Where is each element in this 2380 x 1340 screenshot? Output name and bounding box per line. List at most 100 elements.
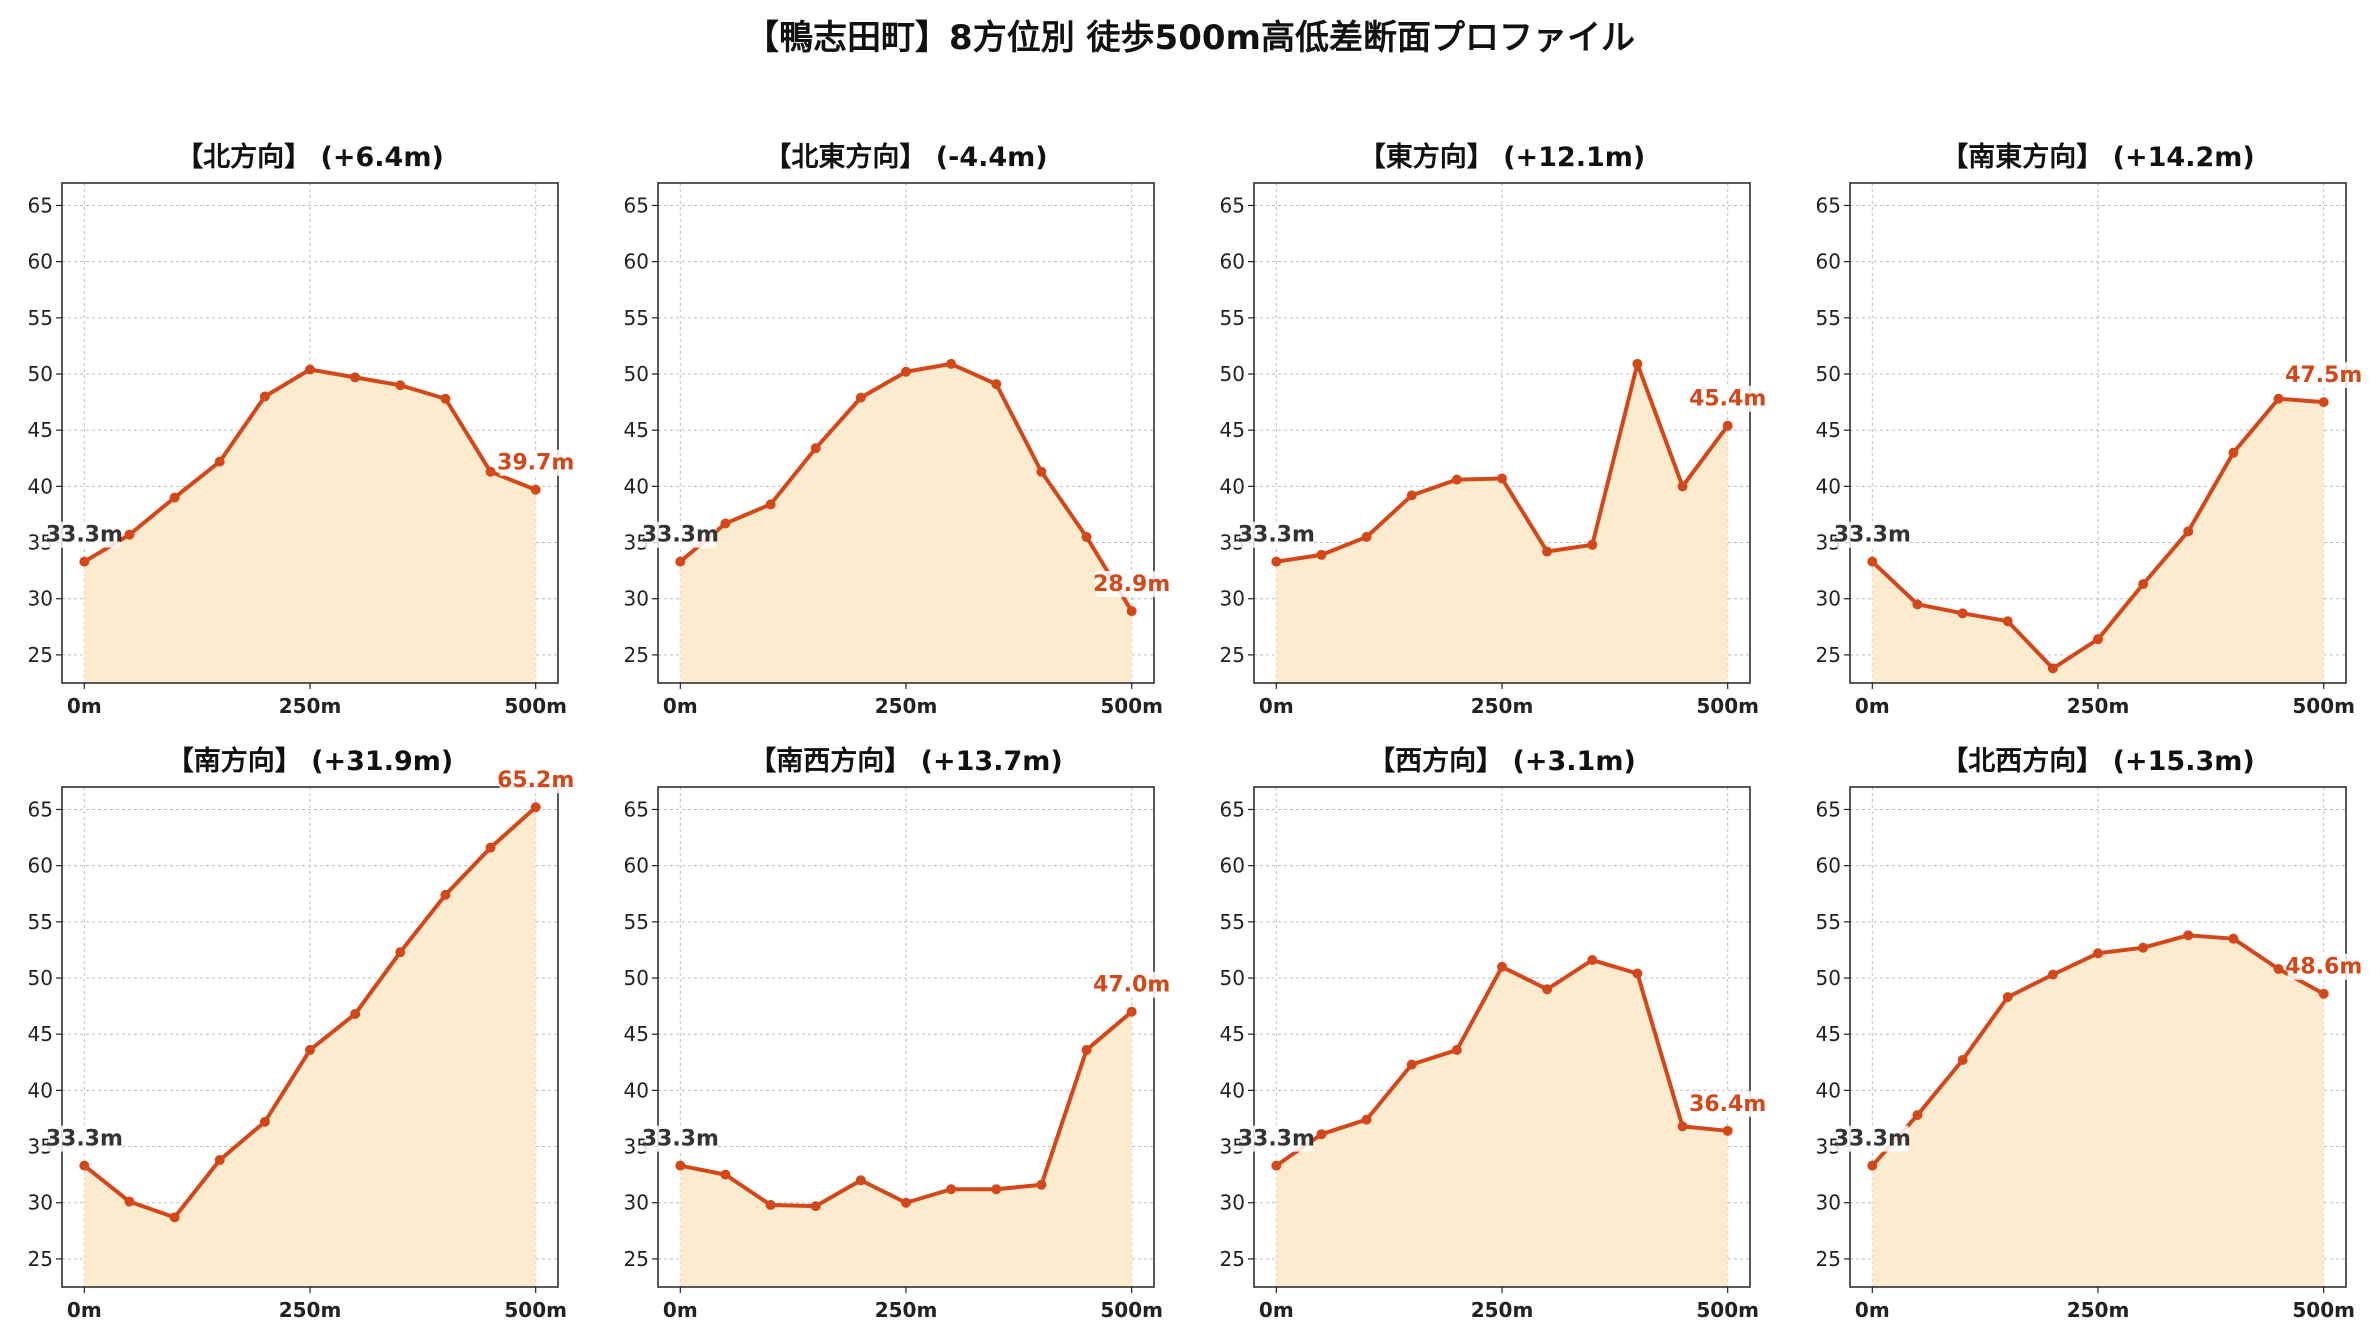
data-point (2273, 393, 2284, 404)
elevation-area (680, 363, 1132, 683)
y-tick-label: 25 (624, 1247, 649, 1271)
y-tick-label: 50 (1816, 362, 1841, 386)
y-tick-label: 45 (1220, 1022, 1245, 1046)
start-label-bg (1240, 521, 1313, 548)
panel-title: 【北西方向】 (+15.3m) (1941, 745, 2254, 777)
data-point (2002, 992, 2013, 1003)
y-tick-label: 30 (28, 587, 53, 611)
data-point (1361, 1114, 1372, 1125)
y-tick-label: 65 (624, 193, 649, 217)
plot-frame (657, 786, 1155, 1288)
end-label-bg (1691, 1090, 1764, 1117)
y-tick-label: 25 (624, 643, 649, 667)
y-tick-label: 50 (1220, 966, 1245, 990)
data-point (1497, 473, 1507, 484)
y-tick-label: 25 (28, 1247, 53, 1271)
plot-frame (657, 182, 1155, 684)
plot-frame (1849, 182, 2347, 684)
x-tick-label: 0m (663, 694, 698, 718)
y-tick-label: 50 (28, 966, 53, 990)
y-tick-label: 55 (1220, 910, 1245, 934)
start-label-bg (644, 521, 717, 548)
panel-title: 【西方向】 (+3.1m) (1368, 745, 1636, 777)
data-point (765, 499, 776, 510)
end-elevation-label: 65.2m (497, 768, 574, 793)
data-point (259, 391, 270, 402)
data-point (485, 842, 496, 853)
y-tick-label: 45 (624, 418, 649, 442)
data-point (2183, 526, 2194, 537)
data-point (991, 379, 1002, 390)
y-tick-label: 60 (1816, 854, 1841, 878)
end-label-bg (1095, 571, 1168, 598)
data-point (1497, 961, 1507, 972)
y-tick-label: 45 (28, 418, 53, 442)
end-label-bg (2287, 362, 2360, 389)
data-point (1451, 1044, 1462, 1055)
page-title: 【鴨志田町】8方位別 徒歩500m高低差断面プロファイル (745, 18, 1635, 58)
y-tick-label: 60 (624, 854, 649, 878)
y-tick-label: 65 (1816, 193, 1841, 217)
data-point (1677, 481, 1688, 492)
data-point (765, 1199, 776, 1210)
y-tick-label: 30 (1220, 1191, 1245, 1215)
panel-title: 【東方向】 (+12.1m) (1359, 141, 1645, 173)
y-tick-label: 60 (28, 854, 53, 878)
start-label-bg (1836, 521, 1909, 548)
data-point (169, 1212, 180, 1223)
x-tick-label: 0m (1855, 1298, 1890, 1322)
elevation-area (84, 807, 536, 1287)
elevation-area (1276, 363, 1728, 683)
y-tick-label: 45 (28, 1022, 53, 1046)
y-tick-label: 40 (1816, 474, 1841, 498)
end-elevation-label: 36.4m (1689, 1092, 1766, 1117)
data-point (1126, 606, 1137, 617)
y-tick-label: 60 (28, 250, 53, 274)
data-point (1316, 1129, 1327, 1140)
x-tick-label: 500m (504, 1298, 567, 1322)
y-tick-label: 40 (1220, 474, 1245, 498)
y-tick-label: 65 (28, 193, 53, 217)
data-point (855, 392, 866, 403)
x-tick-label: 500m (1696, 1298, 1759, 1322)
y-tick-label: 65 (28, 797, 53, 821)
data-point (2002, 616, 2013, 627)
x-tick-label: 250m (875, 694, 938, 718)
data-point (1406, 490, 1417, 501)
end-elevation-label: 47.5m (2285, 363, 2362, 388)
y-tick-label: 45 (1816, 418, 1841, 442)
data-point (675, 556, 686, 567)
elevation-area (1872, 935, 2324, 1287)
data-point (946, 358, 957, 369)
x-tick-label: 500m (1696, 694, 1759, 718)
start-label-bg (48, 521, 121, 548)
x-tick-label: 500m (2292, 694, 2355, 718)
end-label-bg (499, 449, 572, 476)
y-tick-label: 65 (1220, 193, 1245, 217)
y-tick-label: 45 (624, 1022, 649, 1046)
data-point (810, 1201, 821, 1212)
start-label-bg (1836, 1125, 1909, 1152)
data-point (79, 1160, 90, 1171)
data-point (305, 364, 315, 375)
y-tick-label: 40 (28, 1078, 53, 1102)
panel-title: 【南東方向】 (+14.2m) (1941, 141, 2254, 173)
y-tick-label: 25 (28, 643, 53, 667)
elevation-area (1276, 960, 1728, 1287)
data-point (530, 484, 541, 495)
y-tick-label: 50 (1220, 362, 1245, 386)
data-point (2228, 447, 2239, 458)
data-point (2047, 969, 2058, 980)
data-point (1451, 474, 1462, 485)
x-tick-label: 500m (1100, 1298, 1163, 1322)
data-point (2093, 948, 2103, 959)
plot-frame (1253, 786, 1751, 1288)
data-point (2138, 579, 2149, 590)
plot-frame (61, 182, 559, 684)
y-tick-label: 30 (1816, 1191, 1841, 1215)
y-tick-label: 55 (1220, 306, 1245, 330)
